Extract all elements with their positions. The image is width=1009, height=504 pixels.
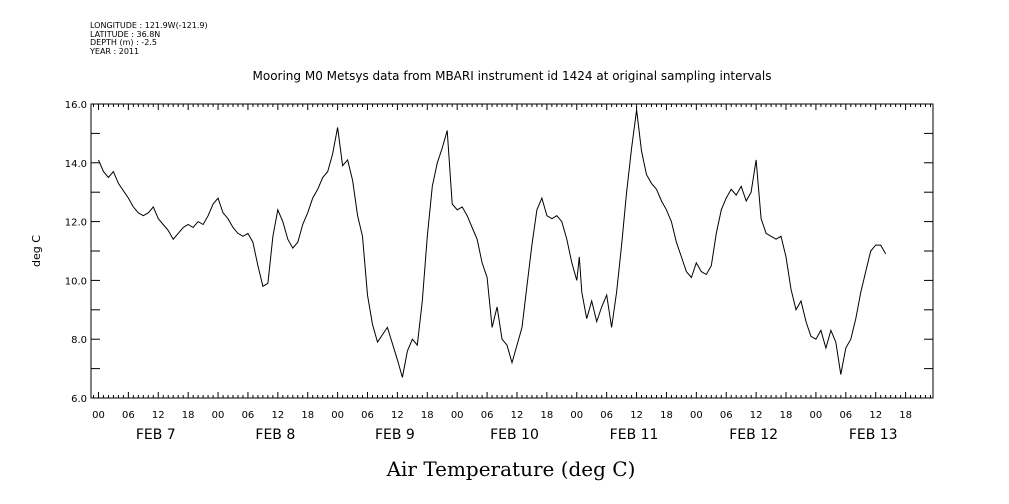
x-hour-label: 18	[660, 410, 673, 421]
x-hour-label: 18	[899, 410, 912, 421]
y-tick-label: 10.0	[65, 276, 87, 287]
chart-title: Mooring M0 Metsys data from MBARI instru…	[253, 69, 772, 83]
depth-label: DEPTH (m) : -2.5	[90, 38, 157, 48]
year-label: YEAR : 2011	[90, 46, 140, 56]
mooring-metadata: LONGITUDE : 121.9W(-121.9) LATITUDE : 36…	[90, 21, 208, 56]
x-hour-label: 18	[182, 410, 195, 421]
y-axis-label: deg C	[30, 235, 43, 267]
day-label: FEB 8	[255, 427, 295, 443]
y-tick-label: 12.0	[65, 218, 87, 229]
x-hour-label: 06	[720, 410, 733, 421]
x-hour-label: 00	[331, 410, 344, 421]
x-hour-label: 00	[92, 410, 105, 421]
x-hour-label: 06	[361, 410, 374, 421]
x-hour-label: 06	[600, 410, 613, 421]
x-hour-label: 00	[451, 410, 464, 421]
day-label: FEB 9	[375, 427, 415, 443]
day-label: FEB 12	[729, 427, 778, 443]
x-hour-label: 18	[421, 410, 434, 421]
day-label: FEB 13	[849, 427, 898, 443]
longitude-label: LONGITUDE : 121.9W(-121.9)	[90, 21, 208, 30]
x-hour-label: 12	[630, 410, 643, 421]
x-hour-label: 06	[839, 410, 852, 421]
y-tick-label: 14.0	[65, 159, 87, 170]
y-tick-label: 6.0	[71, 394, 87, 405]
x-hour-label: 06	[481, 410, 494, 421]
x-hour-label: 00	[570, 410, 583, 421]
day-label: FEB 11	[610, 427, 659, 443]
x-hour-label: 12	[869, 410, 882, 421]
air-temperature-line	[98, 109, 887, 378]
x-axis-label: Air Temperature (deg C)	[386, 457, 636, 481]
x-hour-label: 12	[391, 410, 404, 421]
x-hour-label: 18	[301, 410, 314, 421]
x-hour-label: 12	[750, 410, 763, 421]
x-hour-label: 00	[212, 410, 225, 421]
day-label: FEB 7	[136, 427, 176, 443]
x-hour-label: 18	[780, 410, 793, 421]
x-hour-label: 00	[810, 410, 823, 421]
y-tick-label: 16.0	[65, 100, 87, 111]
x-hour-label: 12	[271, 410, 284, 421]
x-hour-label: 12	[152, 410, 165, 421]
x-hour-label: 12	[511, 410, 524, 421]
day-label: FEB 10	[490, 427, 539, 443]
y-tick-label: 8.0	[71, 335, 87, 346]
x-hour-label: 06	[122, 410, 135, 421]
axis-ticks	[91, 103, 933, 399]
x-hour-label: 06	[242, 410, 255, 421]
y-tick-labels: 6.0 8.0 10.0 12.0 14.0 16.0	[65, 100, 87, 405]
plot-frame	[90, 103, 934, 399]
x-tick-labels: 00 06 12 18 00 06 12 18 00 06 12 18 00 06 12 18 00 06 12 18…	[92, 410, 912, 421]
x-hour-label: 00	[690, 410, 703, 421]
latitude-label: LATITUDE : 36.8N	[90, 29, 161, 39]
day-labels: FEB 7 FEB 8 FEB 9 FEB 10 FEB 11 FEB 12 FEB 13	[136, 427, 898, 443]
x-hour-label: 18	[541, 410, 554, 421]
